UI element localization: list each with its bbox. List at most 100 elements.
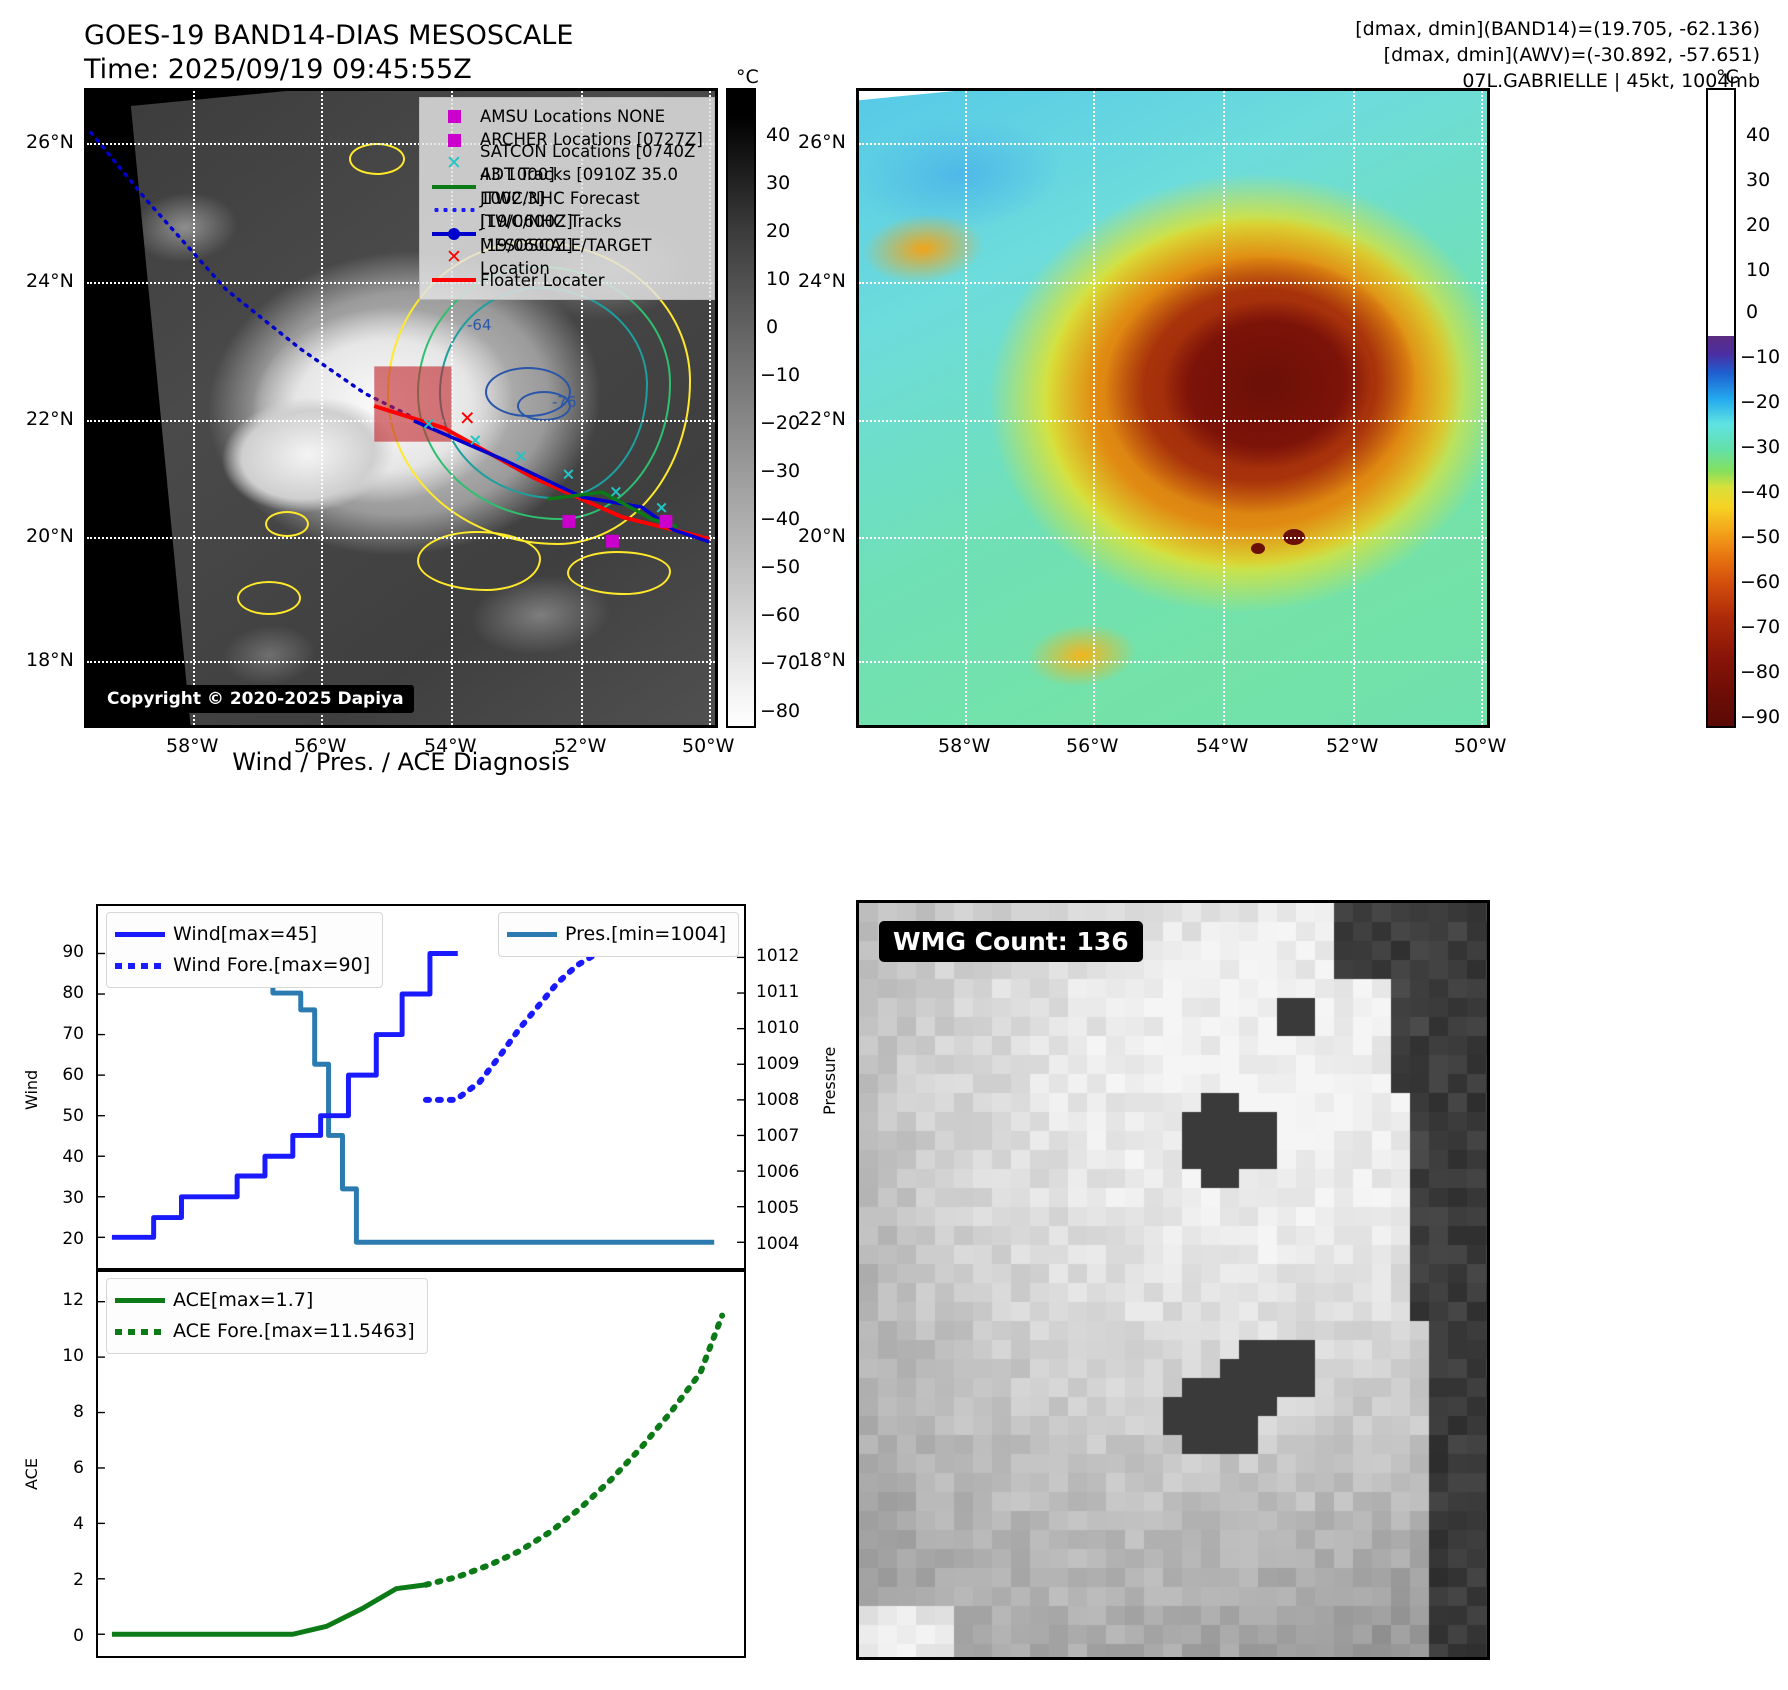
ir-lat-tick-18: 18°N bbox=[26, 649, 74, 671]
wind-ytick-30: 30 bbox=[62, 1188, 84, 1208]
svg-text:×: × bbox=[609, 481, 623, 501]
bd-cb-tick-m10: −10 bbox=[1740, 346, 1781, 368]
bd-gridline-lon-56 bbox=[1093, 91, 1095, 725]
bd-gridline-lat-18 bbox=[859, 661, 1487, 663]
floater-box bbox=[374, 366, 452, 442]
wind-pressure-chart[interactable]: Wind[max=45] Wind Fore.[max=90] Pres.[mi… bbox=[96, 904, 746, 1270]
ir-lat-tick-22: 22°N bbox=[26, 408, 74, 430]
bd-enhanced-map[interactable] bbox=[856, 88, 1490, 728]
gray-cb-tick-m10: −10 bbox=[760, 364, 801, 386]
legend-label-ace-forecast: ACE Fore.[max=11.5463] bbox=[173, 1320, 415, 1342]
storm-summary: 07L.GABRIELLE | 45kt, 1004mb bbox=[1462, 70, 1760, 92]
legend-item-jtwc-forecast: JTWC/NHC Forecast [19/0600Z] bbox=[428, 189, 704, 231]
ace-ytick-10: 10 bbox=[62, 1346, 84, 1366]
gray-cb-tick-m30: −30 bbox=[760, 460, 801, 482]
dmax-dmin-awv: [dmax, dmin](AWV)=(-30.892, -57.651) bbox=[1383, 44, 1760, 66]
floater-locater-line bbox=[373, 404, 710, 541]
bd-cb-tick-m20: −20 bbox=[1740, 391, 1781, 413]
bd-lat-tick-24: 24°N bbox=[798, 270, 846, 292]
bd-gridline-lon-58 bbox=[965, 91, 967, 725]
gray-cb-tick-10: 10 bbox=[766, 268, 791, 290]
bd-gridline-lon-50 bbox=[1481, 91, 1483, 725]
magenta-square-icon bbox=[428, 133, 480, 147]
copyright-watermark: Copyright © 2020-2025 Dapiya bbox=[97, 685, 414, 713]
ir-lat-tick-24: 24°N bbox=[26, 270, 74, 292]
ir-gridline-lon-50 bbox=[709, 91, 711, 725]
pres-ytick-1005: 1005 bbox=[756, 1198, 800, 1218]
legend-item-archer: ARCHER Locations [0727Z] bbox=[428, 128, 704, 151]
pressure-axis-label: Pressure bbox=[820, 1046, 839, 1115]
contour-blob-yellow-5 bbox=[237, 581, 301, 615]
legend-item-floater: Floater Locater bbox=[428, 269, 704, 292]
blue-line-dot-icon bbox=[428, 227, 480, 240]
ace-ytick-4: 4 bbox=[73, 1514, 84, 1534]
bd-lon-tick-54: 54°W bbox=[1196, 735, 1249, 757]
pres-ytick-1011: 1011 bbox=[756, 982, 800, 1002]
red-x-icon: ✕ bbox=[446, 245, 462, 268]
ir-gridline-lat-20 bbox=[87, 537, 715, 539]
ace-forecast-series bbox=[422, 1312, 726, 1588]
pres-ytick-1010: 1010 bbox=[756, 1018, 800, 1038]
legend-item-pressure: Pres.[min=1004] bbox=[507, 919, 726, 950]
legend-item-wind: Wind[max=45] bbox=[115, 919, 370, 950]
gray-cb-tick-30: 30 bbox=[766, 172, 791, 194]
wind-ytick-90: 90 bbox=[62, 942, 84, 962]
ace-ytick-0: 0 bbox=[73, 1626, 84, 1646]
wind-series bbox=[111, 951, 458, 1240]
legend-item-mesoscale: ✕ MESOSCALE/TARGET Location bbox=[428, 236, 704, 278]
ir-map-legend: AMSU Locations NONE ARCHER Locations [07… bbox=[419, 97, 715, 301]
ir-lon-tick-58: 58°W bbox=[166, 735, 219, 757]
ace-ytick-12: 12 bbox=[62, 1290, 84, 1310]
blue-dotted-line-icon bbox=[428, 208, 480, 213]
bd-cb-tick-m40: −40 bbox=[1740, 481, 1781, 503]
wmg-pixel-map[interactable]: WMG Count: 136 bbox=[856, 900, 1490, 1660]
bd-cb-tick-m30: −30 bbox=[1740, 436, 1781, 458]
bd-cb-tick-m90: −90 bbox=[1740, 706, 1781, 728]
ir-grayscale-map[interactable]: -64 -76 × × × × × × bbox=[84, 88, 718, 728]
bd-cb-tick-m60: −60 bbox=[1740, 571, 1781, 593]
legend-label-pressure: Pres.[min=1004] bbox=[565, 923, 727, 945]
bd-gridline-lat-24 bbox=[859, 282, 1487, 284]
mesoscale-target-marker: ✕ bbox=[459, 407, 476, 430]
bd-cb-tick-0: 0 bbox=[1746, 301, 1759, 323]
wind-line-icon bbox=[115, 932, 173, 937]
observation-time: Time: 2025/09/19 09:45:55Z bbox=[84, 54, 472, 85]
ace-ytick-8: 8 bbox=[73, 1402, 84, 1422]
ace-ytick-2: 2 bbox=[73, 1570, 84, 1590]
wind-legend: Wind[max=45] Wind Fore.[max=90] bbox=[106, 912, 384, 988]
legend-item-jtwc-tracks: JTWC/NHC Tracks [19/0600Z] bbox=[428, 212, 704, 255]
ir-gridline-lon-58 bbox=[193, 91, 195, 725]
bd-gridline-lon-54 bbox=[1223, 91, 1225, 725]
contour-blob-yellow-3 bbox=[417, 531, 541, 591]
bd-lat-tick-20: 20°N bbox=[798, 525, 846, 547]
pressure-line-icon bbox=[507, 932, 565, 937]
legend-label-amsu: AMSU Locations NONE bbox=[480, 107, 666, 126]
ace-plot bbox=[98, 1300, 726, 1637]
wmg-count-badge: WMG Count: 136 bbox=[879, 921, 1143, 962]
ir-lat-tick-20: 20°N bbox=[26, 525, 74, 547]
ace-line-icon bbox=[115, 1298, 173, 1303]
bd-cb-tick-40: 40 bbox=[1746, 124, 1771, 146]
pressure-legend: Pres.[min=1004] bbox=[498, 912, 740, 957]
pres-ytick-1009: 1009 bbox=[756, 1054, 800, 1074]
bd-gridline-lon-52 bbox=[1353, 91, 1355, 725]
legend-label-jtwc-forecast: JTWC/NHC Forecast [19/0600Z] bbox=[480, 188, 640, 232]
page-title: GOES-19 BAND14-DIAS MESOSCALE bbox=[84, 20, 574, 51]
wind-ytick-60: 60 bbox=[62, 1065, 84, 1085]
gray-cb-tick-0: 0 bbox=[766, 316, 779, 338]
ace-axis-ticks bbox=[98, 1300, 105, 1635]
ace-chart[interactable]: ACE[max=1.7] ACE Fore.[max=11.5463] bbox=[96, 1270, 746, 1658]
bd-lon-tick-52: 52°W bbox=[1326, 735, 1379, 757]
svg-text:×: × bbox=[422, 413, 436, 433]
legend-label-adt: ADT Tracks [0910Z 35.0 1002.3] bbox=[480, 165, 679, 208]
gray-colorbar-unit: °C bbox=[736, 66, 759, 88]
legend-label-jtwc-tracks: JTWC/NHC Tracks [19/0600Z] bbox=[480, 212, 622, 255]
wmg-canvas bbox=[859, 903, 1487, 1657]
contour-label-76: -76 bbox=[552, 393, 577, 411]
gray-colorbar bbox=[726, 88, 756, 728]
wind-ytick-50: 50 bbox=[62, 1106, 84, 1126]
wind-forecast-series bbox=[422, 940, 718, 1103]
jtwc-nhc-track bbox=[413, 419, 710, 544]
wind-ytick-40: 40 bbox=[62, 1147, 84, 1167]
ir-gridline-lon-54 bbox=[451, 91, 453, 725]
